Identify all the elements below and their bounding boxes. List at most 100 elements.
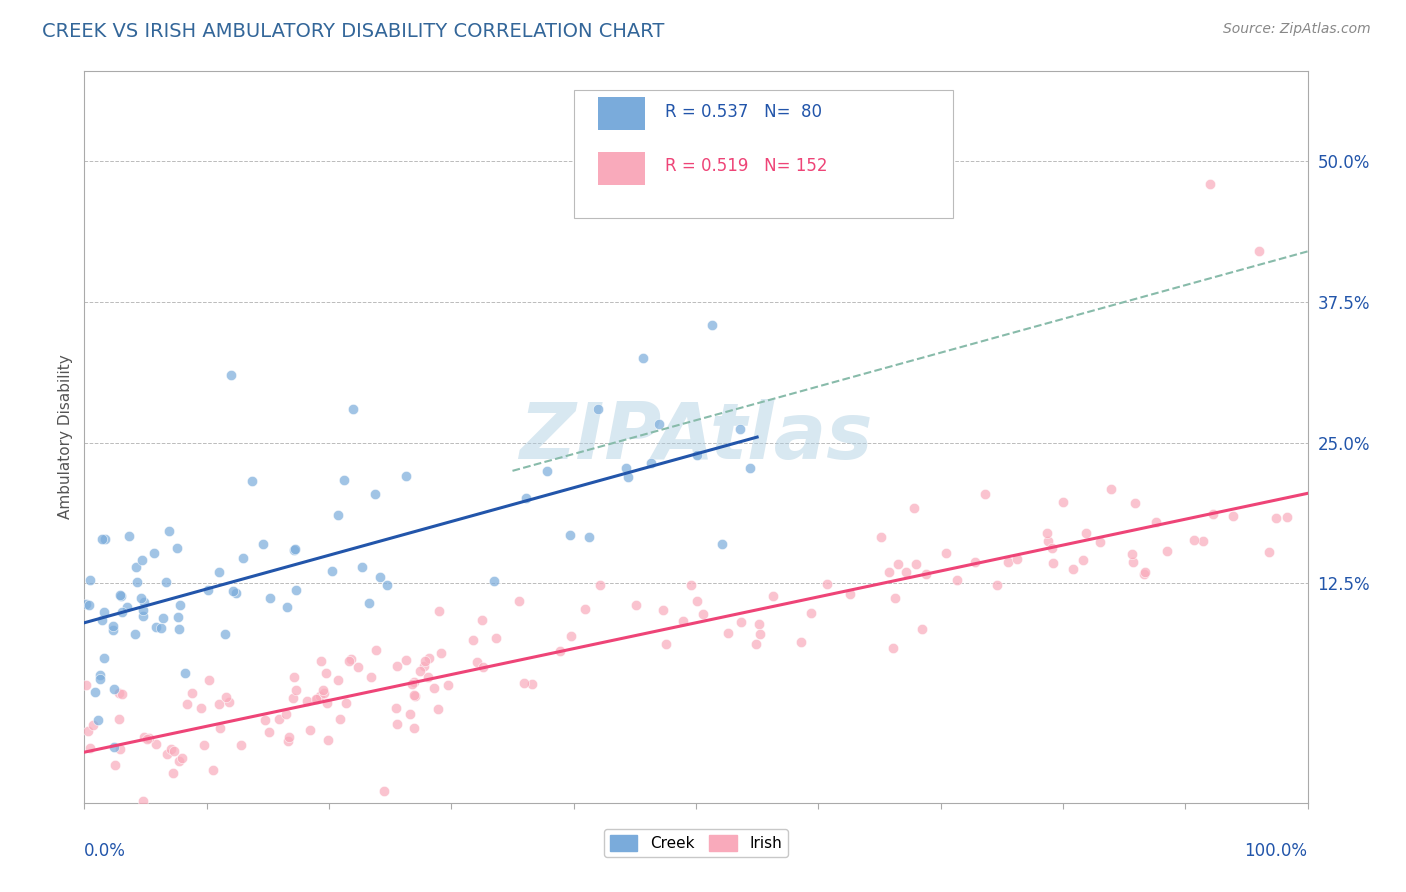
Point <box>335 697 357 711</box>
Point <box>170 750 193 764</box>
Point <box>882 640 904 655</box>
Point <box>110 589 132 603</box>
Text: ZIPAtlas: ZIPAtlas <box>519 399 873 475</box>
Point <box>132 609 155 624</box>
Point <box>368 570 391 584</box>
Point <box>132 731 155 745</box>
Point <box>647 417 669 432</box>
Point <box>252 536 274 550</box>
Point <box>910 622 932 636</box>
Point <box>1191 534 1213 549</box>
Point <box>484 574 506 588</box>
Point <box>574 602 596 616</box>
Point <box>472 660 495 674</box>
Point <box>887 558 910 572</box>
Text: R = 0.519   N= 152: R = 0.519 N= 152 <box>665 158 828 176</box>
Point <box>283 543 305 558</box>
Point <box>692 607 714 621</box>
Point <box>409 664 432 678</box>
Point <box>935 546 957 560</box>
Point <box>181 686 204 700</box>
Point <box>1275 509 1298 524</box>
Point <box>1036 525 1059 540</box>
Point <box>157 524 180 538</box>
Point <box>1036 533 1059 548</box>
Point <box>277 734 299 748</box>
Point <box>312 686 335 700</box>
Point <box>748 626 770 640</box>
Point <box>748 617 770 632</box>
Point <box>316 732 339 747</box>
Point <box>190 700 212 714</box>
Point <box>578 530 600 544</box>
Point <box>515 491 537 505</box>
Point <box>285 582 308 597</box>
Point <box>135 732 157 747</box>
Point <box>87 713 110 727</box>
Point <box>89 667 111 681</box>
Point <box>110 687 132 701</box>
Point <box>193 739 215 753</box>
Point <box>145 620 167 634</box>
Point <box>461 632 484 647</box>
Point <box>277 730 299 744</box>
Point <box>315 665 337 680</box>
Point <box>321 564 343 578</box>
Point <box>711 537 734 551</box>
Point <box>347 660 370 674</box>
Point <box>1005 551 1028 566</box>
Point <box>614 461 637 475</box>
Point <box>1182 533 1205 547</box>
Point <box>115 599 138 614</box>
Point <box>484 631 506 645</box>
Point <box>373 784 395 798</box>
Point <box>427 702 450 716</box>
Point <box>360 670 382 684</box>
Point <box>877 565 900 579</box>
Point <box>399 707 422 722</box>
Point <box>1264 511 1286 525</box>
Point <box>973 487 995 501</box>
Point <box>152 611 174 625</box>
Point <box>93 651 115 665</box>
Point <box>436 678 458 692</box>
Point <box>1198 177 1220 191</box>
Point <box>91 532 114 546</box>
Point <box>75 677 97 691</box>
Point <box>150 621 173 635</box>
Point <box>208 697 231 711</box>
Point <box>339 655 361 669</box>
Point <box>685 448 707 462</box>
Point <box>142 546 165 560</box>
Point <box>1042 556 1064 570</box>
Point <box>427 604 450 618</box>
Point <box>138 731 160 745</box>
Point <box>387 717 409 731</box>
Point <box>231 738 253 752</box>
Point <box>125 575 148 590</box>
Point <box>404 689 426 703</box>
Point <box>132 794 155 808</box>
Point <box>513 676 536 690</box>
Point <box>162 765 184 780</box>
Point <box>309 654 332 668</box>
Point <box>1121 547 1143 561</box>
Point <box>305 692 328 706</box>
Text: CREEK VS IRISH AMBULATORY DISABILITY CORRELATION CHART: CREEK VS IRISH AMBULATORY DISABILITY COR… <box>42 22 665 41</box>
Point <box>91 613 114 627</box>
Point <box>163 744 186 758</box>
Point <box>166 541 188 555</box>
Point <box>633 351 655 365</box>
Point <box>548 644 571 658</box>
Point <box>315 696 337 710</box>
Point <box>82 717 104 731</box>
Point <box>332 473 354 487</box>
Point <box>1040 541 1063 555</box>
Point <box>295 694 318 708</box>
Point <box>1071 552 1094 566</box>
Point <box>89 672 111 686</box>
Point <box>101 619 124 633</box>
Point <box>395 652 418 666</box>
Point <box>329 713 352 727</box>
Point <box>281 691 304 706</box>
